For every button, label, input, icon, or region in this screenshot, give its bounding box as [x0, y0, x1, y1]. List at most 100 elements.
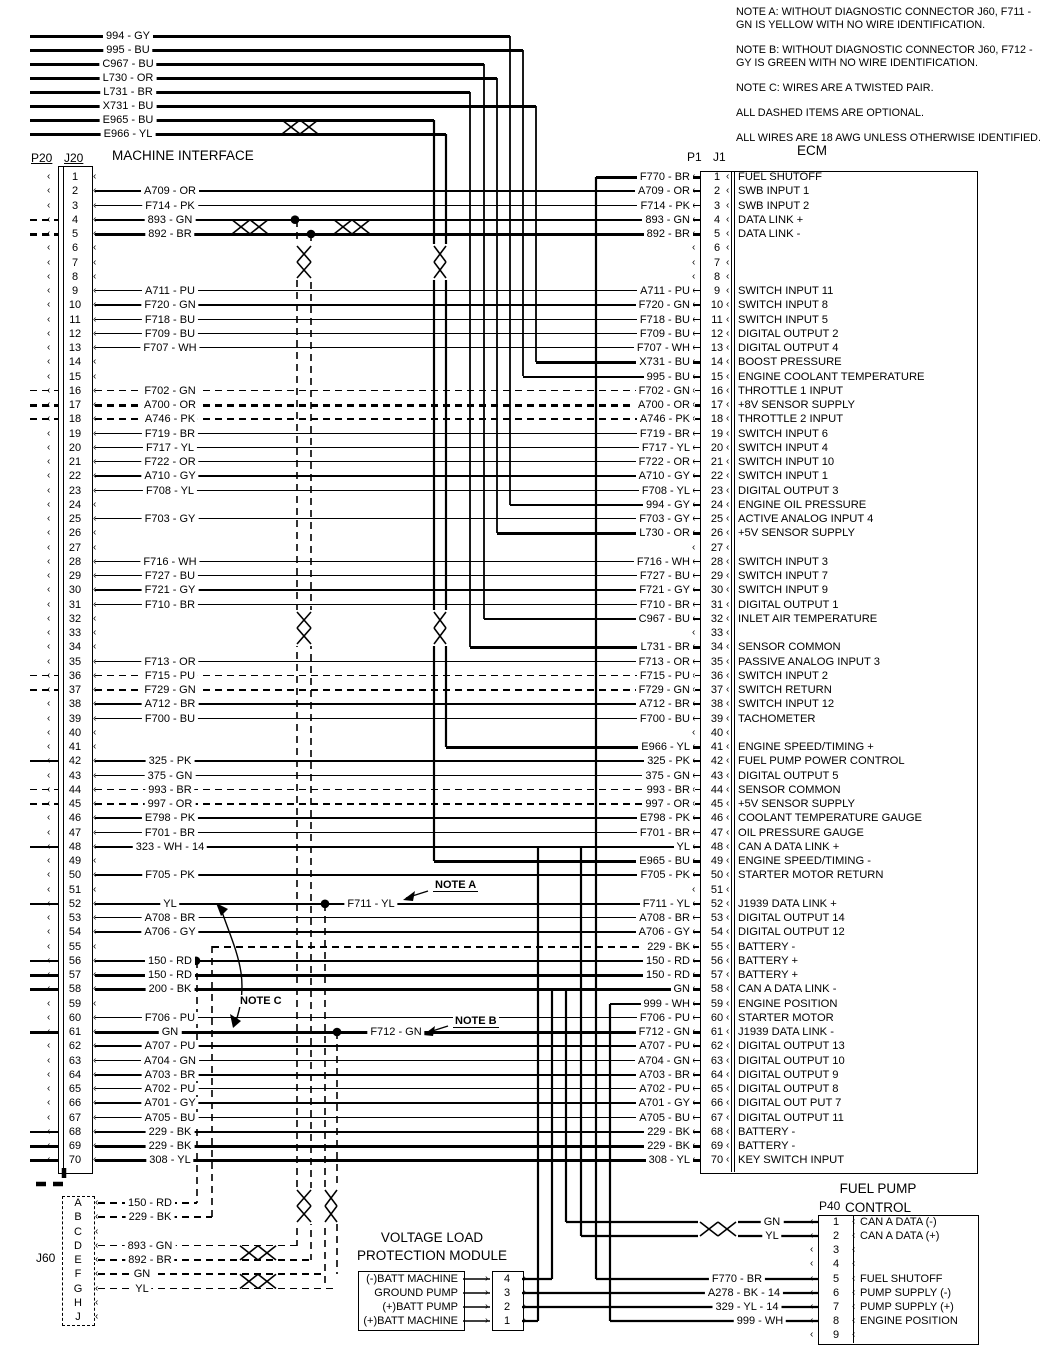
wire-line [95, 1073, 700, 1077]
machine-pin-number: 24 [68, 498, 82, 511]
wire-label-mid: F712 - GN [367, 1026, 425, 1038]
ecm-function-label: ENGINE OIL PRESSURE [738, 498, 867, 511]
ecm-pin-tick-right: ‹ [726, 926, 730, 938]
j60-pin-row: H ‹ [62, 1296, 382, 1310]
wire-label-right: A709 - OR [635, 185, 693, 198]
ecm-pin-tick-left: ‹ [692, 741, 696, 752]
wire-extension-line [30, 988, 58, 991]
ecm-pin-tick-left: ‹ [692, 370, 696, 382]
wire-row: ‹ 1 ‹ F770 - BR ‹ 1 ‹ FUEL SHUTOFF [30, 170, 980, 184]
wire-row: ‹ 25 ‹ F703 - GY F703 - GY ‹ 25 ‹ ACTIVE… [30, 512, 980, 526]
wire-line [95, 1088, 700, 1090]
ecm-pin-tick-left: ‹ [692, 912, 696, 923]
wire-row: ‹ 4 ‹ 893 - GN 893 - GN ‹ 4 ‹ DATA LINK … [30, 213, 980, 227]
ecm-pin-tick-left: ‹ [692, 242, 696, 254]
wire-line [95, 233, 700, 236]
machine-pin-number: 51 [68, 883, 82, 896]
ecm-function-label: DATA LINK - [738, 228, 801, 240]
ecm-pin-tick-right: ‹ [726, 983, 730, 995]
ecm-pin-tick-left: ‹ [692, 1026, 696, 1037]
wire-label-right: C967 - BU [635, 612, 693, 625]
ecm-pin-tick-left: ‹ [692, 270, 696, 282]
ecm-pin-tick-left: ‹ [692, 726, 696, 738]
machine-pin-tick-right: ‹ [93, 741, 97, 752]
j60-pin-tick: ‹ [95, 1311, 99, 1322]
top-wire-row: L731 - BR [30, 85, 630, 99]
wire-label-left: 150 - RD [144, 969, 196, 981]
ecm-function-label: DIGITAL OUTPUT 9 [738, 1068, 839, 1081]
j60-pin-letter: E [74, 1254, 82, 1266]
wire-label-right: F705 - PK [637, 869, 693, 882]
ecm-title: ECM [797, 143, 827, 158]
wire-row: ‹ 2 ‹ A709 - OR A709 - OR ‹ 2 ‹ SWB INPU… [30, 184, 980, 198]
j60-label: J60 [36, 1251, 56, 1265]
wire-label-left: F710 - BR [141, 598, 199, 611]
top-wire-row: L730 - OR [30, 71, 630, 85]
machine-pin-tick-right: ‹ [93, 883, 97, 895]
wire-row: ‹ 45 ‹ 997 - OR 997 - OR ‹ 45 ‹ +5V SENS… [30, 797, 980, 811]
wire-row: ‹ 70 ‹ 308 - YL 308 - YL ‹ 70 ‹ KEY SWIT… [30, 1153, 980, 1167]
ecm-function-label: DIGITAL OUTPUT 13 [738, 1040, 845, 1053]
top-wire-label: E965 - BU [99, 114, 157, 126]
ecm-pin-tick-right: ‹ [726, 855, 730, 866]
machine-pin-tick-right: ‹ [93, 471, 96, 481]
ecm-pin-tick-left: ‹ [692, 228, 696, 239]
machine-pin-tick-right: ‹ [93, 1098, 96, 1108]
ecm-pin-tick-right: ‹ [726, 1040, 730, 1052]
ecm-pin-tick-right: ‹ [726, 470, 730, 482]
ecm-pin-tick-right: ‹ [726, 399, 730, 410]
wire-label-right: 997 - OR [642, 798, 693, 810]
ecm-pin-tick-right: ‹ [726, 1068, 730, 1080]
fuel-pump-pin-number: 4 [832, 1258, 840, 1270]
wire-line [95, 1059, 700, 1061]
fuel-pump-pin-number: 3 [832, 1244, 840, 1256]
wire-extension-line [30, 689, 58, 691]
vlpm-pin-tick-right: › [523, 1315, 527, 1326]
machine-pin-tick-left: ‹ [47, 997, 51, 1009]
machine-pin-number: 62 [68, 1040, 82, 1053]
machine-pin-tick-left: ‹ [47, 456, 51, 467]
machine-pin-tick-left: ‹ [47, 513, 51, 524]
top-wire-label: E966 - YL [100, 128, 156, 140]
wire-label-right: 229 - BK [644, 1140, 693, 1152]
ecm-function-label: SENSOR COMMON [738, 783, 841, 796]
wire-row: ‹ 33 ‹ ‹ 33 ‹ [30, 626, 980, 640]
note-c-callout: NOTE C [238, 995, 284, 1007]
machine-pin-tick-left: ‹ [47, 555, 51, 567]
machine-pin-tick-right: ‹ [93, 784, 96, 795]
wire-row: ‹ 46 ‹ E798 - PK E798 - PK ‹ 46 ‹ COOLAN… [30, 811, 980, 825]
wire-line [95, 917, 700, 919]
ecm-function-label: ENGINE COOLANT TEMPERATURE [738, 370, 925, 383]
machine-pin-tick-right: ‹ [93, 171, 97, 182]
ecm-pin-tick-left: ‹ [692, 612, 696, 624]
machine-pin-tick-left: ‹ [47, 527, 51, 539]
ecm-function-label: BATTERY + [738, 954, 799, 967]
ecm-pin-number: 32 [710, 612, 724, 625]
wire-label-right: F706 - PU [636, 1011, 693, 1024]
ecm-pin-tick-right: ‹ [726, 342, 730, 353]
machine-pin-number: 23 [68, 484, 82, 497]
wire-row: ‹ 16 ‹ F702 - GN F702 - GN ‹ 16 ‹ THROTT… [30, 384, 980, 398]
machine-pin-number: 66 [68, 1097, 82, 1110]
vlpm-pin-tick-left: › [485, 1315, 489, 1326]
wire-row: ‹ 18 ‹ A746 - PK A746 - PK ‹ 18 ‹ THROTT… [30, 412, 980, 426]
wire-row: ‹ 17 ‹ A700 - OR A700 - OR ‹ 17 ‹ +8V SE… [30, 398, 980, 412]
machine-pin-tick-right: ‹ [93, 328, 96, 339]
ecm-pin-number: 53 [710, 912, 724, 924]
wire-label-right: A701 - GY [635, 1097, 693, 1110]
vlpm-row-label: (+)BATT PUMP [382, 1301, 458, 1313]
ecm-pin-tick-left: ‹ [692, 1154, 696, 1166]
fuel-pump-pin-tick-right: ‹ [852, 1244, 856, 1255]
machine-pin-number: 38 [68, 698, 82, 711]
fuel-pump-pin-row: YL ‹ 2 ‹ CAN A DATA (+) [600, 1229, 990, 1243]
notes-block: NOTE A: WITHOUT DIAGNOSTIC CONNECTOR J60… [736, 6, 1042, 157]
wire-label-left: 375 - GN [144, 769, 196, 782]
wire-line [510, 503, 700, 507]
wire-label-right: A712 - BR [636, 698, 693, 711]
wire-extension-line [30, 1159, 58, 1162]
j60-pin-tick: ‹ [95, 1225, 99, 1237]
wire-line [95, 389, 700, 392]
j60-pin-letter: B [74, 1211, 82, 1224]
ecm-pin-tick-right: ‹ [726, 1097, 730, 1109]
ecm-pin-tick-left: ‹ [692, 555, 696, 567]
